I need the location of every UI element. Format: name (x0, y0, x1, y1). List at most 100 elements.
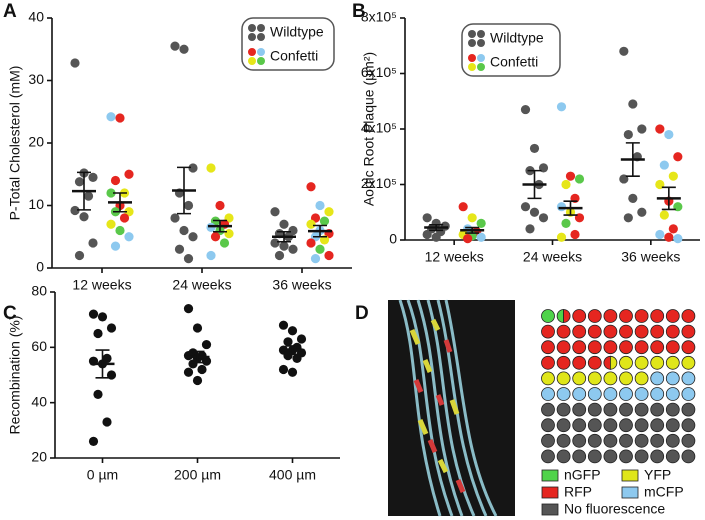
cell (665, 418, 680, 433)
legend-swatch (248, 57, 256, 65)
data-point (476, 232, 486, 242)
legend-label: Wildtype (270, 24, 324, 40)
cell (665, 402, 680, 417)
data-point (183, 367, 194, 377)
error-bar (527, 169, 542, 200)
cell (650, 371, 665, 386)
cell (572, 355, 587, 370)
data-point (188, 232, 198, 242)
data-point (215, 200, 225, 211)
cell (650, 449, 665, 464)
data-point (668, 224, 678, 234)
data-point (274, 250, 285, 261)
data-point (110, 175, 121, 186)
error-bar (213, 219, 227, 233)
cell (634, 340, 649, 355)
data-point (574, 174, 585, 184)
data-point (88, 436, 99, 446)
data-point (529, 207, 540, 217)
cell (541, 418, 555, 433)
cell (665, 355, 680, 370)
cell (681, 340, 696, 355)
y-axis-title: Recombination (%) (7, 315, 23, 434)
cell (665, 340, 680, 355)
half-cell (603, 355, 611, 370)
data-point (79, 212, 89, 222)
cell (681, 371, 696, 386)
legend-swatch (468, 30, 476, 38)
data-point (197, 364, 207, 375)
cell (650, 387, 665, 401)
cell (572, 449, 587, 464)
panel-letter: A (3, 1, 17, 22)
data-point (206, 250, 216, 261)
legend-swatch (541, 503, 559, 516)
data-point (183, 304, 194, 314)
data-point (306, 182, 316, 192)
data-point (287, 326, 298, 336)
data-point (219, 238, 230, 248)
panel-letter: B (352, 1, 366, 22)
cell (603, 449, 618, 464)
y-axis-title: P-Total Cholesterol (mM) (7, 66, 23, 221)
data-point (431, 232, 441, 242)
legend-swatch (468, 54, 476, 62)
cell (619, 309, 633, 323)
data-point (74, 250, 85, 261)
data-point (192, 323, 203, 333)
data-point (287, 367, 298, 377)
data-point (93, 328, 103, 339)
legend-swatch (477, 39, 485, 47)
cell (619, 433, 633, 448)
cell (634, 355, 649, 370)
cell (634, 324, 649, 339)
data-point (655, 124, 665, 134)
legend-label: No fluorescence (564, 501, 665, 517)
cell (556, 418, 571, 433)
data-point (124, 232, 134, 242)
cell (619, 371, 633, 386)
cell (619, 387, 633, 401)
data-point (192, 375, 203, 386)
cell (681, 355, 696, 370)
y-tick-label: 8x10⁵ (361, 9, 397, 25)
data-point (655, 229, 665, 240)
cell (587, 309, 602, 323)
x-tick-label: 200 µm (174, 467, 221, 483)
legend-swatch (257, 33, 265, 41)
cell (541, 324, 555, 339)
cell (603, 340, 618, 355)
data-point (637, 207, 647, 217)
legend-swatch (468, 39, 476, 47)
y-tick-label: 4x10⁵ (361, 120, 397, 136)
data-point (283, 337, 293, 347)
y-tick-label: 20 (28, 134, 44, 150)
error-bar (563, 200, 578, 216)
cell (556, 355, 571, 370)
data-point (174, 244, 185, 254)
cell (587, 371, 602, 386)
y-tick-label: 30 (28, 71, 44, 87)
data-point (110, 241, 121, 251)
data-point (664, 129, 674, 140)
data-point (74, 177, 85, 187)
data-point (70, 205, 80, 216)
cell (619, 340, 633, 355)
data-point (201, 339, 212, 350)
cell (603, 418, 618, 433)
cell (650, 340, 665, 355)
data-point (306, 219, 316, 229)
data-point (270, 238, 280, 248)
data-point (623, 129, 633, 140)
error-bar (277, 230, 291, 243)
data-point (88, 309, 99, 319)
data-point (201, 356, 212, 366)
data-point (115, 113, 125, 123)
legend-label: Confetti (270, 48, 318, 64)
error-bar (77, 171, 91, 211)
legend-box (461, 23, 561, 77)
data-point (628, 193, 638, 203)
cell (572, 433, 587, 448)
data-point (556, 102, 567, 112)
